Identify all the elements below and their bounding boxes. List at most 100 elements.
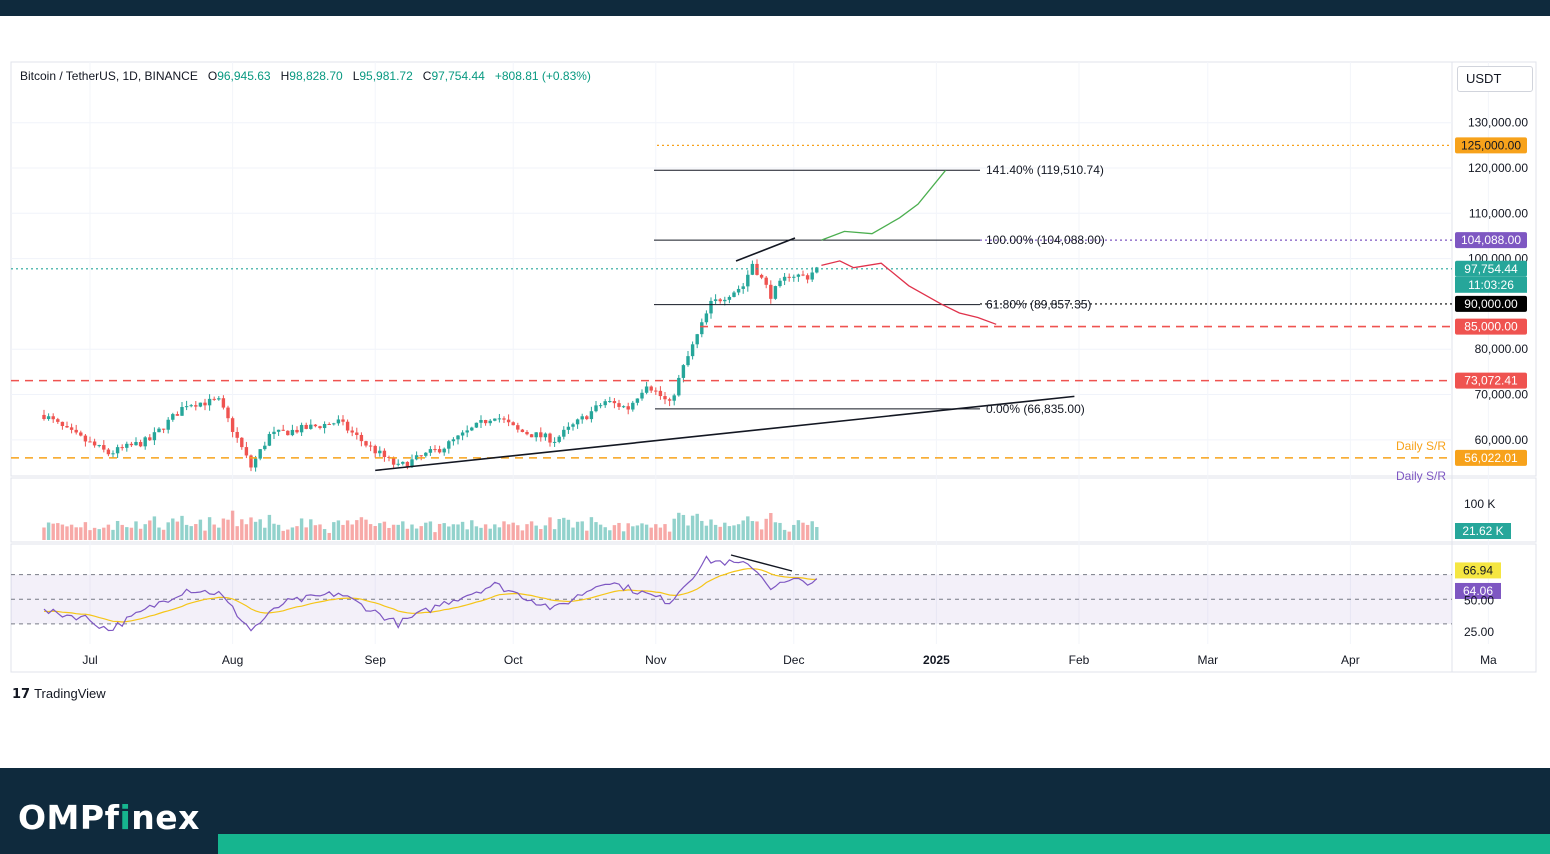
volume-bar: [723, 522, 727, 540]
volume-last-badge: [1455, 523, 1511, 539]
volume-bar: [571, 527, 575, 540]
low-value: 95,981.72: [359, 69, 413, 83]
candle-body: [424, 452, 428, 456]
volume-bar: [396, 524, 400, 540]
candle-body: [65, 426, 69, 428]
volume-bar: [65, 526, 69, 540]
candle-body: [134, 441, 138, 446]
price-level-badge: [1455, 449, 1527, 466]
candle-body: [207, 398, 212, 406]
chart-area[interactable]: 130,000.00 120,000.00 110,000.00 100,000.00…: [0, 16, 1550, 768]
candle-body: [470, 427, 474, 431]
volume-bar: [465, 529, 469, 540]
x-tick-label: Jul: [82, 653, 97, 667]
volume-last-label: 21.62 K: [1462, 524, 1503, 538]
y-tick-label: 130,000.00: [1468, 116, 1528, 130]
candle-body: [152, 432, 157, 441]
candle-body: [272, 431, 276, 435]
volume-bar: [654, 524, 658, 540]
candle-body: [562, 429, 566, 437]
candle-body: [125, 443, 129, 448]
candle-body: [221, 398, 226, 408]
candle-body: [433, 449, 437, 451]
volume-axis-label: 100 K: [1464, 497, 1495, 511]
volume-bar: [621, 531, 626, 540]
x-tick-label: Aug: [222, 653, 243, 667]
volume-bar: [700, 520, 704, 540]
candle-body: [46, 416, 51, 420]
price-level-badge: [1455, 137, 1527, 154]
candle-body: [235, 431, 239, 438]
volume-bar: [166, 522, 170, 540]
candle-body: [539, 432, 543, 438]
candle-body: [488, 420, 492, 424]
volume-bar: [460, 521, 465, 540]
volume-bar: [815, 527, 819, 540]
volume-bar: [405, 528, 410, 540]
divergence-trendline: [735, 237, 796, 262]
candle-body: [456, 435, 460, 440]
candle-body: [171, 414, 175, 420]
candle-body: [557, 436, 561, 442]
candle-body: [681, 365, 686, 378]
candle-body: [704, 313, 709, 323]
candle-body: [447, 441, 451, 449]
candle-body: [700, 322, 704, 335]
high-value: 98,828.70: [289, 69, 343, 83]
volume-pane: [10, 477, 1537, 543]
candle-body: [428, 449, 433, 453]
candle-body: [465, 430, 469, 433]
candle-body: [805, 275, 810, 280]
volume-bar: [56, 523, 60, 540]
volume-bar: [755, 521, 759, 540]
volume-bar: [686, 525, 690, 540]
candle-body: [621, 406, 626, 408]
volume-bar: [171, 518, 175, 540]
candle-body: [566, 426, 571, 430]
candle-body: [631, 402, 635, 410]
candle-body: [419, 455, 423, 457]
rsi-25-label: 25.00: [1464, 625, 1494, 639]
candle-body: [79, 432, 83, 436]
currency-unit-button[interactable]: USDT: [1457, 66, 1533, 92]
candle-body: [769, 284, 773, 299]
volume-bar: [226, 519, 230, 540]
candle-body: [350, 430, 354, 433]
candle-body: [290, 429, 295, 436]
volume-bar: [290, 527, 295, 540]
tradingview-watermark[interactable]: 𝟭𝟳 TradingView: [12, 686, 106, 702]
rsi-ma-badge: [1455, 582, 1501, 599]
volume-bar: [437, 523, 442, 540]
volume-bar: [617, 522, 621, 540]
candle-body: [516, 425, 520, 430]
logo-text-start: OMPf: [18, 798, 120, 837]
volume-bar: [718, 526, 722, 540]
volume-bar: [658, 527, 663, 540]
candle-body: [709, 300, 713, 314]
candle-body: [299, 424, 304, 433]
candle-body: [378, 450, 382, 454]
volume-bar: [419, 526, 423, 540]
candle-body: [764, 277, 768, 285]
candle-body: [667, 399, 672, 401]
price-chart-svg[interactable]: 130,000.00120,000.00110,000.00100,000.00…: [0, 16, 1550, 768]
volume-bar: [217, 527, 221, 540]
price-level-badge: [1455, 295, 1527, 312]
volume-bar: [764, 518, 768, 540]
volume-bar: [424, 522, 428, 540]
candle-body: [437, 449, 442, 453]
volume-bar: [456, 524, 460, 540]
volume-bar: [594, 522, 598, 540]
volume-bar: [649, 527, 653, 540]
volume-bar: [732, 525, 736, 540]
volume-bar: [111, 529, 115, 540]
volume-bar: [152, 516, 157, 540]
volume-bar: [134, 521, 138, 540]
candle-body: [479, 419, 483, 423]
volume-bar: [709, 519, 713, 540]
volume-bar: [525, 524, 529, 540]
candle-body: [626, 406, 630, 410]
symbol-name[interactable]: Bitcoin / TetherUS, 1D, BINANCE: [20, 69, 198, 83]
bullish-projection-path: [821, 169, 947, 241]
candle-body: [368, 445, 373, 447]
